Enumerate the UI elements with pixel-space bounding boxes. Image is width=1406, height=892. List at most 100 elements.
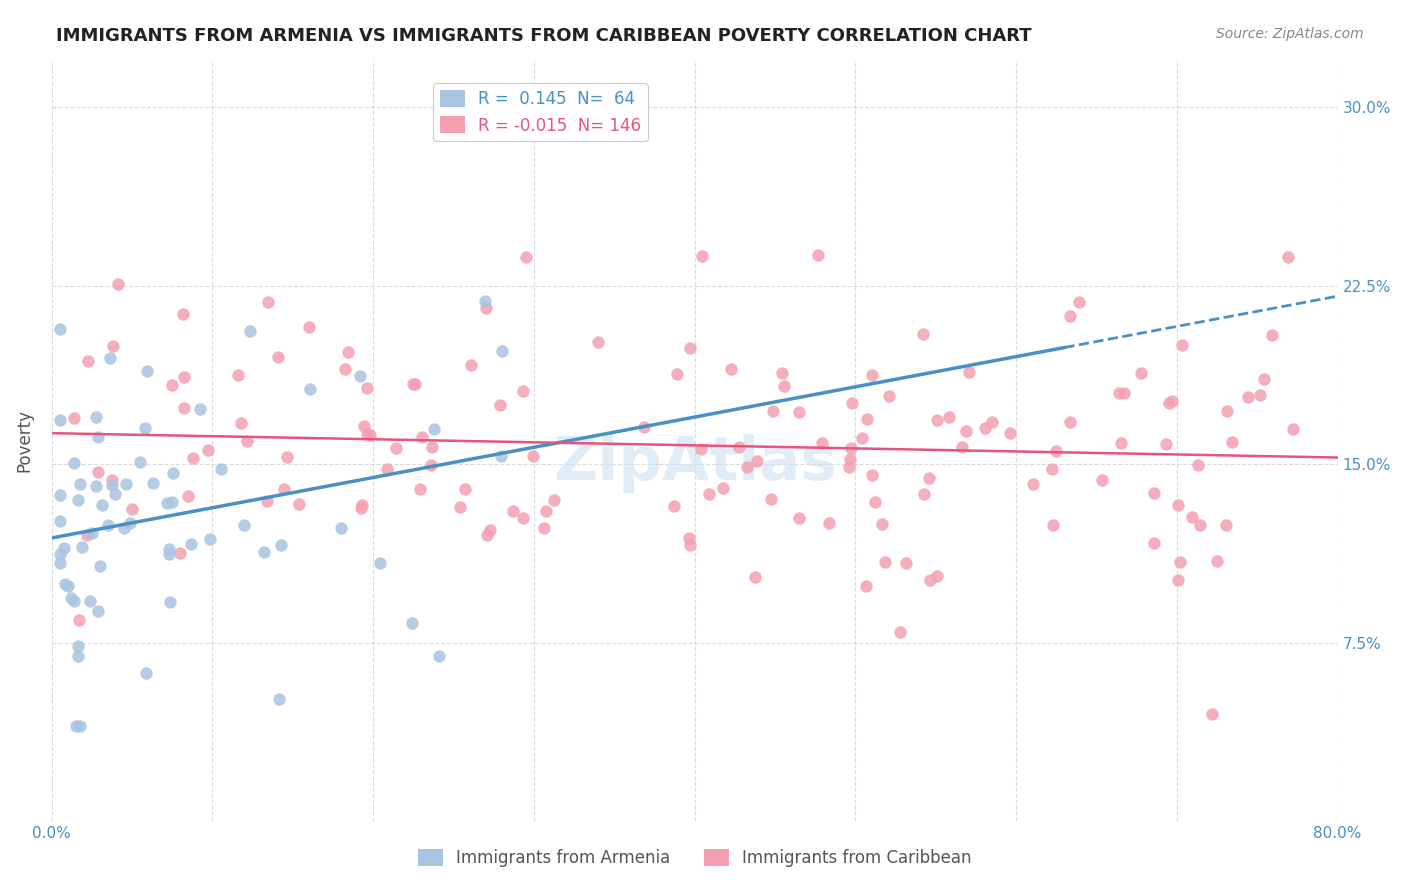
Point [62,594,84,608]
Point [89,559,111,574]
Text: IMMIGRANTS FROM ARMENIA VS IMMIGRANTS FROM CARIBBEAN POVERTY CORRELATION CHART: IMMIGRANTS FROM ARMENIA VS IMMIGRANTS FR… [56,27,1032,45]
Point [1059,310,1081,324]
Point [401,615,423,630]
Point [160,495,183,509]
Point [67,614,90,628]
Point [356,381,378,395]
Point [1249,387,1271,401]
Point [699,486,721,500]
Point [839,451,862,466]
Point [807,248,830,262]
Point [478,523,501,537]
Point [49,514,72,528]
Point [79,594,101,608]
Point [1201,707,1223,722]
Point [49,547,72,561]
Point [402,377,425,392]
Point [226,368,249,382]
Point [449,500,471,515]
Point [359,428,381,442]
Point [522,450,544,464]
Point [787,511,810,525]
Point [1130,366,1153,380]
Point [1045,444,1067,458]
Point [454,482,477,496]
Point [735,459,758,474]
Point [811,435,834,450]
Point [142,476,165,491]
Point [411,430,433,444]
Point [49,556,72,570]
Point [107,277,129,292]
Point [101,478,124,492]
Point [273,482,295,496]
Point [1160,393,1182,408]
Point [1220,435,1243,450]
Point [770,367,793,381]
Point [1112,386,1135,401]
Point [404,377,426,392]
Point [49,413,72,427]
Point [1109,436,1132,450]
Point [121,502,143,516]
Point [512,511,534,525]
Point [860,467,883,482]
Point [690,249,713,263]
Point [1022,477,1045,491]
Point [855,579,877,593]
Point [475,301,498,315]
Point [232,517,254,532]
Point [276,450,298,464]
Point [385,441,408,455]
Y-axis label: Poverty: Poverty [15,409,32,472]
Point [918,471,941,485]
Point [863,495,886,509]
Point [1159,396,1181,410]
Point [973,421,995,435]
Point [287,497,309,511]
Point [838,459,860,474]
Point [1181,509,1204,524]
Point [761,491,783,506]
Point [1187,458,1209,472]
Point [103,338,125,352]
Point [420,440,443,454]
Point [666,367,689,381]
Point [1042,517,1064,532]
Point [183,451,205,466]
Point [711,481,734,495]
Point [728,440,751,454]
Point [188,402,211,417]
Point [299,382,322,396]
Text: Source: ZipAtlas.com: Source: ZipAtlas.com [1216,27,1364,41]
Point [173,401,195,416]
Point [1091,473,1114,487]
Point [938,409,960,424]
Point [162,466,184,480]
Point [368,556,391,570]
Point [474,293,496,308]
Point [1154,437,1177,451]
Point [911,327,934,342]
Point [76,528,98,542]
Point [356,426,378,441]
Point [744,570,766,584]
Point [156,496,179,510]
Point [1205,553,1227,567]
Point [762,403,785,417]
Point [97,518,120,533]
Point [128,455,150,469]
Point [87,430,110,444]
Point [745,454,768,468]
Point [633,420,655,434]
Point [1108,386,1130,401]
Point [512,384,534,399]
Point [1261,328,1284,343]
Point [427,648,450,663]
Point [77,354,100,368]
Point [69,477,91,491]
Point [84,410,107,425]
Point [169,546,191,560]
Point [160,377,183,392]
Point [543,493,565,508]
